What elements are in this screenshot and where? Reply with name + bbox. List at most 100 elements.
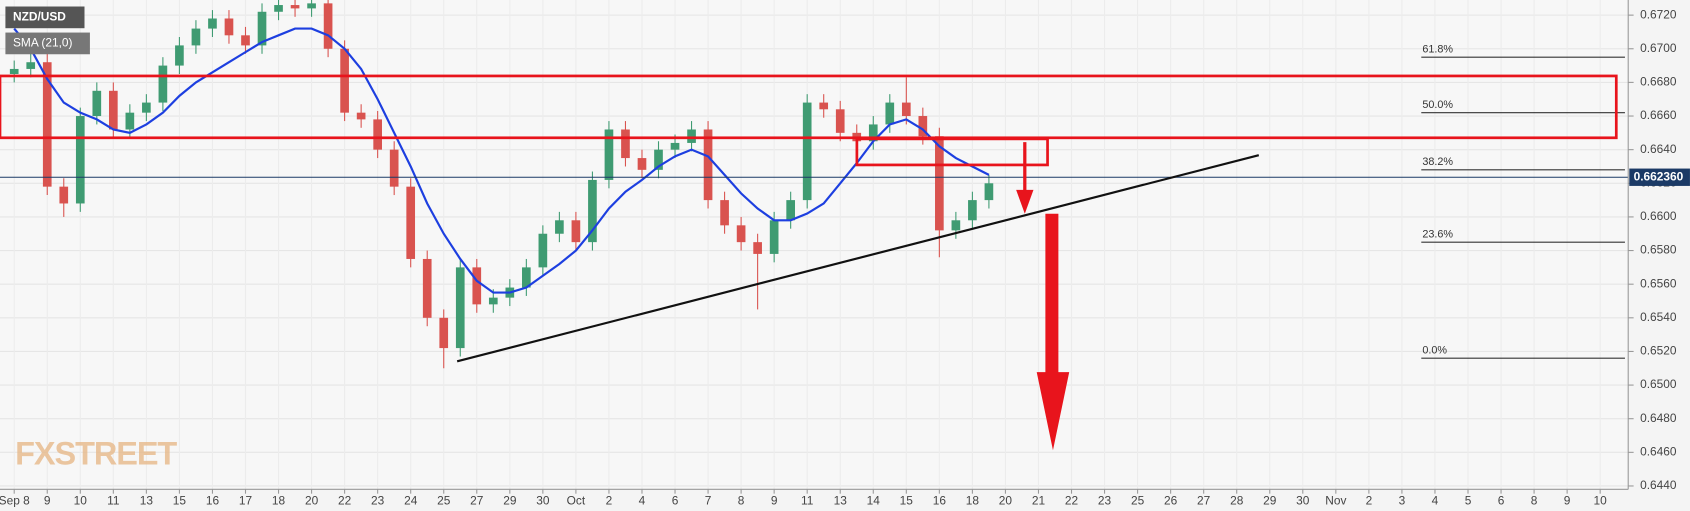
x-tick-label: 20 [999,493,1013,507]
x-tick-label: 29 [503,493,517,507]
watermark: FXSTREET [15,435,177,471]
y-tick-label: 0.6680 [1640,75,1677,89]
arrow-shaft [1045,213,1059,375]
candle-body [736,225,746,243]
candle-body [75,116,85,204]
candle-body [191,28,201,46]
y-tick-label: 0.6700 [1640,41,1677,55]
legend-entry: SMA (21,0) [13,36,73,50]
candle-body [654,149,663,170]
x-tick-label: 8 [1531,493,1538,507]
fib-label: 61.8% [1422,43,1453,55]
x-tick-label: 25 [437,493,451,507]
resistance-box [855,137,1049,167]
candle-body [241,35,250,46]
x-tick-label: 11 [107,493,120,507]
last-price-box [1629,168,1690,186]
candle-body [59,186,69,204]
candle-body [422,258,432,318]
x-tick-label: 15 [900,493,914,507]
x-tick-label: 20 [305,493,319,507]
legend-box [5,6,85,29]
y-tick-label: 0.6560 [1640,276,1677,290]
fib-label: 0.0% [1422,344,1447,356]
candle-body [323,3,333,49]
x-tick-label: Oct [567,493,586,507]
x-tick-label: 5 [1465,493,1472,507]
x-tick-label: 21 [1032,493,1046,507]
candle-body [224,18,234,36]
candle-body [819,102,829,110]
candle-body [340,48,349,113]
x-tick-label: 17 [239,493,253,507]
y-tick-label: 0.6600 [1640,209,1677,223]
candle-body [538,233,548,268]
candle-body [769,220,779,254]
y-tick-label: 0.6460 [1640,444,1677,458]
x-tick-label: 10 [74,493,88,507]
x-tick-label: 28 [1230,493,1244,507]
candle-body [406,186,416,259]
x-tick-label: 8 [738,493,745,507]
candle-body [951,220,961,231]
x-tick-label: 3 [1399,493,1406,507]
arrow-head [1036,372,1070,451]
candle-body [555,220,564,234]
y-tick-label: 0.6720 [1640,7,1677,21]
candle-body [885,102,895,125]
x-tick-label: 4 [1432,493,1439,507]
x-tick-label: 24 [404,493,418,507]
legend-title: NZD/USD [13,10,66,24]
x-tick-label: 4 [639,493,646,507]
x-tick-label: 16 [206,493,220,507]
arrow-head [1016,189,1034,214]
x-tick-label: 29 [1263,493,1277,507]
last-price-label: 0.662360 [1634,169,1684,183]
candle-body [786,200,796,221]
x-tick-label: Sep 8 [0,493,30,507]
x-tick-label: 13 [834,493,848,507]
candle-body [753,242,762,254]
candle-body [373,119,382,150]
candle-body [984,183,994,201]
y-tick-label: 0.6440 [1640,478,1677,492]
candle-body [488,297,498,305]
x-tick-label: 6 [672,493,679,507]
y-tick-label: 0.6580 [1640,243,1677,257]
x-tick-label: 26 [1164,493,1178,507]
y-tick-label: 0.6660 [1640,108,1677,122]
candle-body [158,65,168,103]
x-tick-label: 16 [933,493,947,507]
plot-area [0,0,1628,489]
fib-label: 38.2% [1422,156,1453,168]
candle-body [571,220,581,243]
x-tick-label: Nov [1325,493,1346,507]
candle-body [604,129,614,180]
x-tick-label: 13 [140,493,154,507]
y-tick-label: 0.6640 [1640,142,1677,156]
candle-body [274,5,283,12]
candle-body [290,5,300,9]
y-tick-label: 0.6500 [1640,377,1677,391]
x-tick-label: 22 [1065,493,1079,507]
candle-body [935,136,944,231]
candle-body [472,267,482,305]
candle-body [835,109,845,133]
candle-body [670,142,680,150]
x-tick-label: 2 [606,493,613,507]
candle-body [901,102,911,117]
candle-body [307,3,316,9]
candle-body [687,129,696,143]
y-tick-label: 0.6520 [1640,344,1677,358]
x-tick-label: 25 [1131,493,1145,507]
x-tick-label: 27 [470,493,484,507]
candle-body [389,149,399,187]
x-tick-label: 15 [173,493,187,507]
x-tick-label: 30 [536,493,550,507]
x-tick-label: 11 [801,493,814,507]
x-tick-label: 10 [1594,493,1608,507]
x-tick-label: 30 [1296,493,1310,507]
x-tick-label: 14 [867,493,881,507]
